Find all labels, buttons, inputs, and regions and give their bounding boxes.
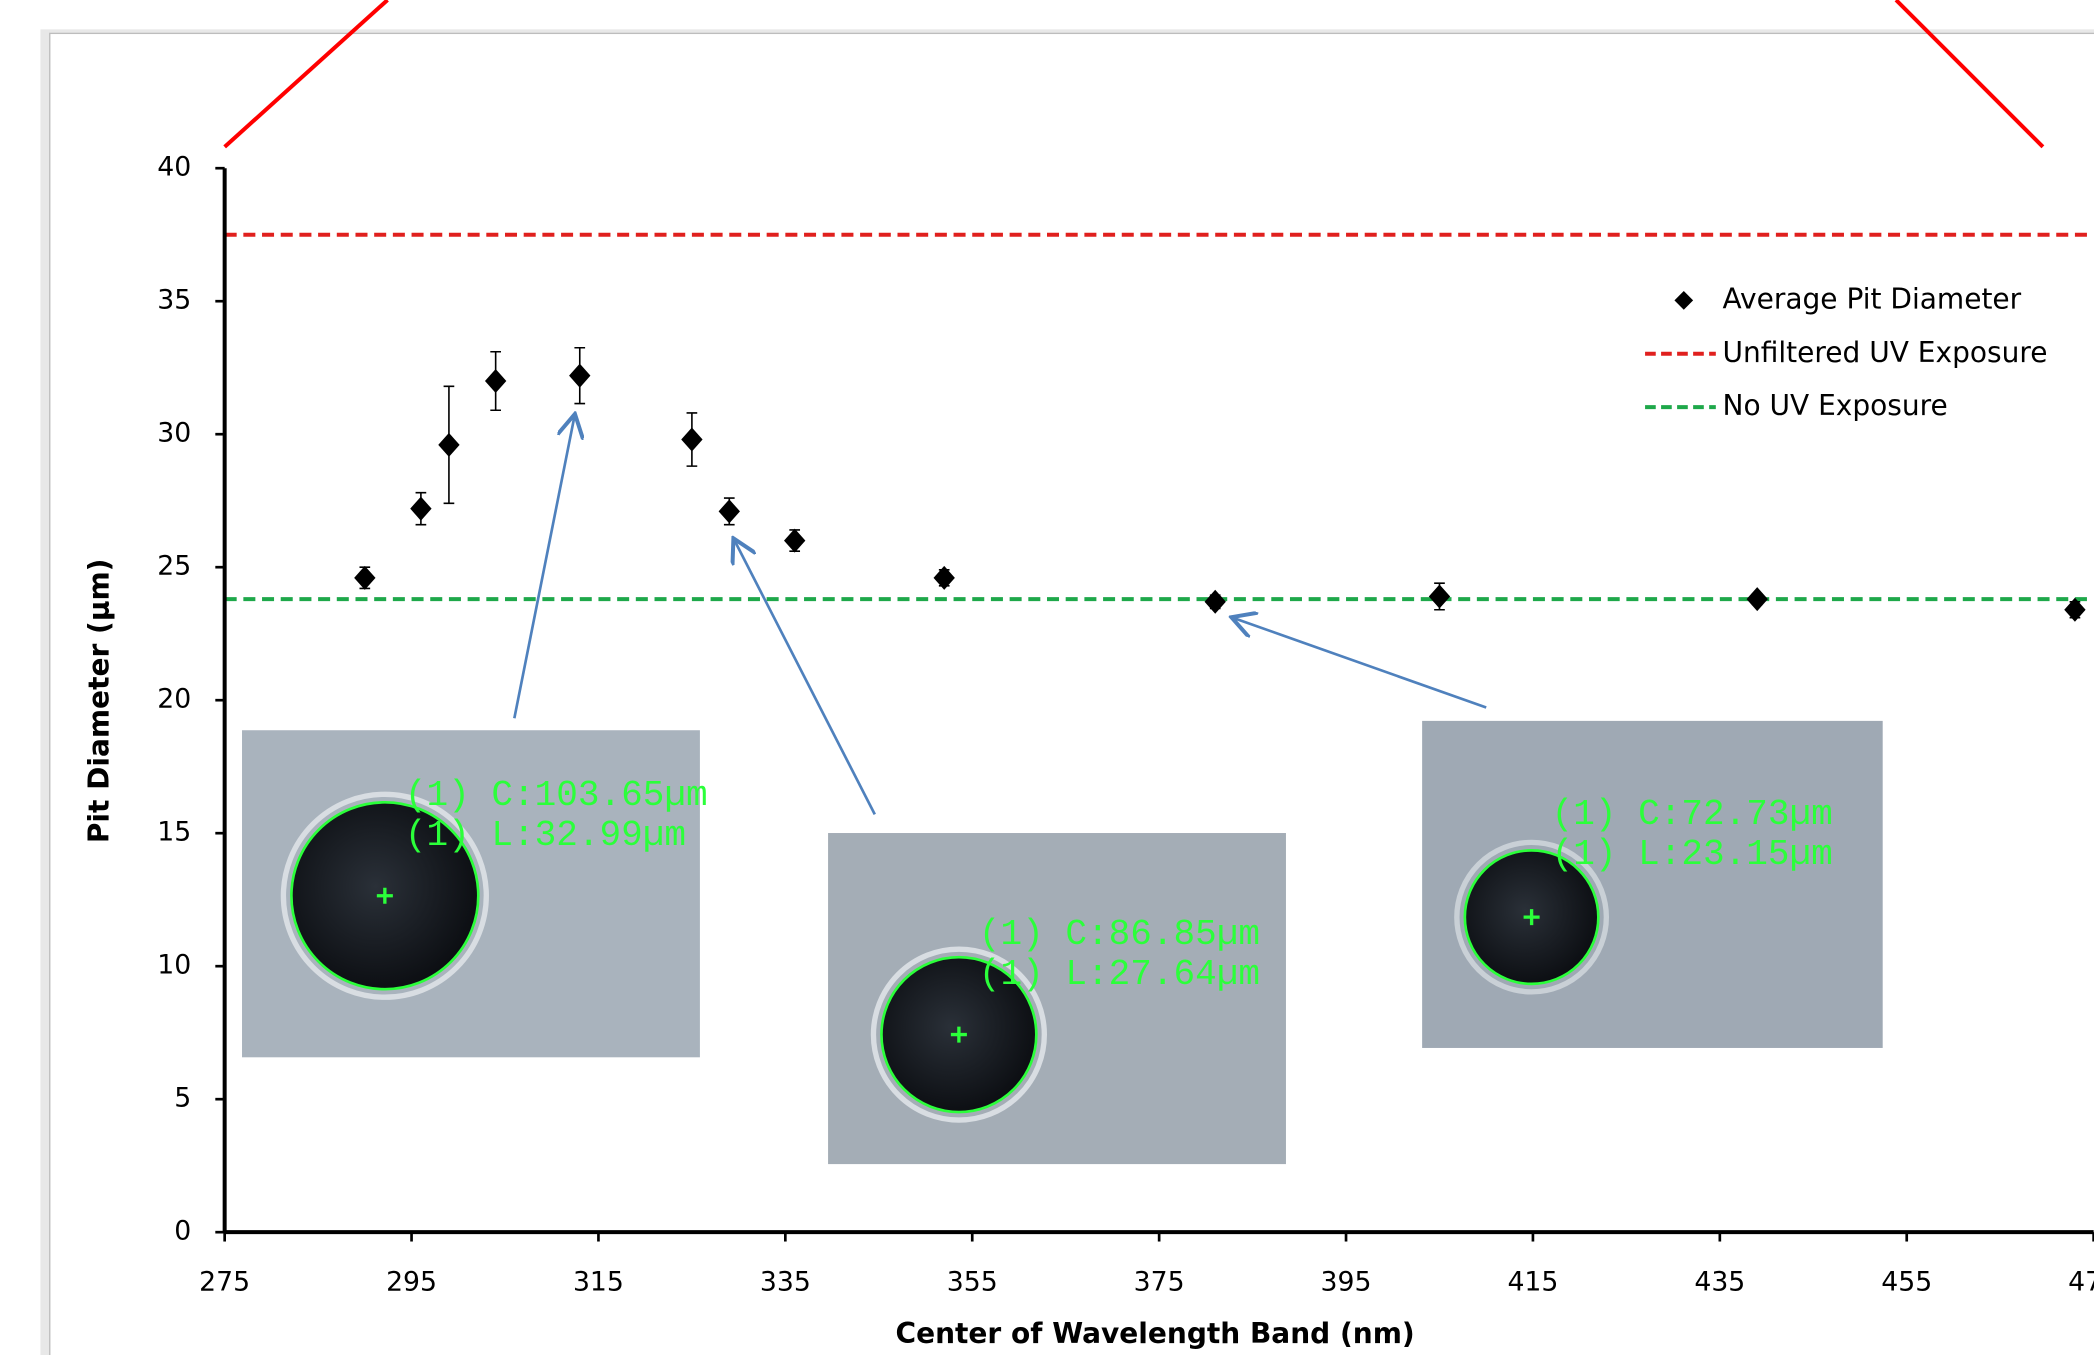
x-tick-label: 355 <box>947 1266 998 1297</box>
pit-center <box>1523 909 1540 926</box>
corner-line <box>1894 0 2045 149</box>
data-point <box>438 432 460 457</box>
pit-center <box>950 1026 967 1043</box>
y-tick-label: 40 <box>157 152 191 183</box>
data-point <box>484 368 507 394</box>
legend-label: No UV Exposure <box>1722 389 1947 422</box>
inset: (1) C:103.65µm (1) L:32.99µm <box>242 730 708 1058</box>
y-axis-label: Pit Diameter (µm) <box>83 559 116 844</box>
x-tick-label: 315 <box>573 1266 624 1297</box>
data-point <box>681 427 703 452</box>
data-point <box>354 565 376 590</box>
inset-label: (1) L:32.99µm <box>405 815 686 856</box>
y-tick-label: 0 <box>174 1216 191 1247</box>
x-tick-label: 435 <box>1694 1266 1745 1297</box>
inset: (1) C:72.73µm (1) L:23.15µm <box>1422 720 1883 1048</box>
y-tick-label: 5 <box>174 1083 191 1114</box>
inset-label: (1) L:27.64µm <box>979 954 1260 995</box>
y-tick-label: 10 <box>157 950 191 981</box>
y-tick-label: 20 <box>157 684 191 715</box>
inset: (1) C:86.85µm (1) L:27.64µm <box>828 833 1286 1165</box>
x-axis-label: Center of Wavelength Band (nm) <box>896 1317 1415 1350</box>
legend-marker <box>1674 291 1694 310</box>
data-point <box>569 363 591 388</box>
pit-center <box>376 887 393 904</box>
x-tick-label: 275 <box>199 1266 250 1297</box>
pit-halo <box>280 791 489 1000</box>
arrow <box>735 541 876 815</box>
data-point <box>1746 587 1768 612</box>
x-tick-label: 295 <box>386 1266 437 1297</box>
x-tick-label: 335 <box>760 1266 811 1297</box>
x-tick-label: 415 <box>1507 1266 1558 1297</box>
inset-label: (1) L:23.15µm <box>1552 834 1833 875</box>
x-tick-label: 395 <box>1321 1266 1372 1297</box>
data-point <box>410 496 432 521</box>
x-tick-label: 375 <box>1134 1266 1185 1297</box>
y-tick-label: 15 <box>157 817 191 848</box>
inset-label: (1) C:72.73µm <box>1552 794 1833 835</box>
legend-label: Unfiltered UV Exposure <box>1722 336 2047 369</box>
y-tick-label: 35 <box>157 285 191 316</box>
legend-label: Average Pit Diameter <box>1722 282 2021 315</box>
x-tick-label: 475 <box>2068 1266 2094 1297</box>
y-tick-label: 25 <box>157 551 191 582</box>
arrow <box>1234 618 1487 709</box>
y-tick-label: 30 <box>157 418 191 449</box>
pit-halo <box>1454 839 1610 995</box>
data-point <box>718 499 740 524</box>
inset-label: (1) C:103.65µm <box>405 775 708 816</box>
arrow <box>513 417 574 719</box>
x-tick-label: 455 <box>1881 1266 1932 1297</box>
insets: (1) C:103.65µm (1) L:32.99µm (1) C:86.85… <box>242 417 1883 1165</box>
corner-line <box>223 0 389 149</box>
data-point <box>933 565 955 590</box>
pit-halo <box>870 946 1047 1123</box>
inset-label: (1) C:86.85µm <box>979 914 1260 955</box>
